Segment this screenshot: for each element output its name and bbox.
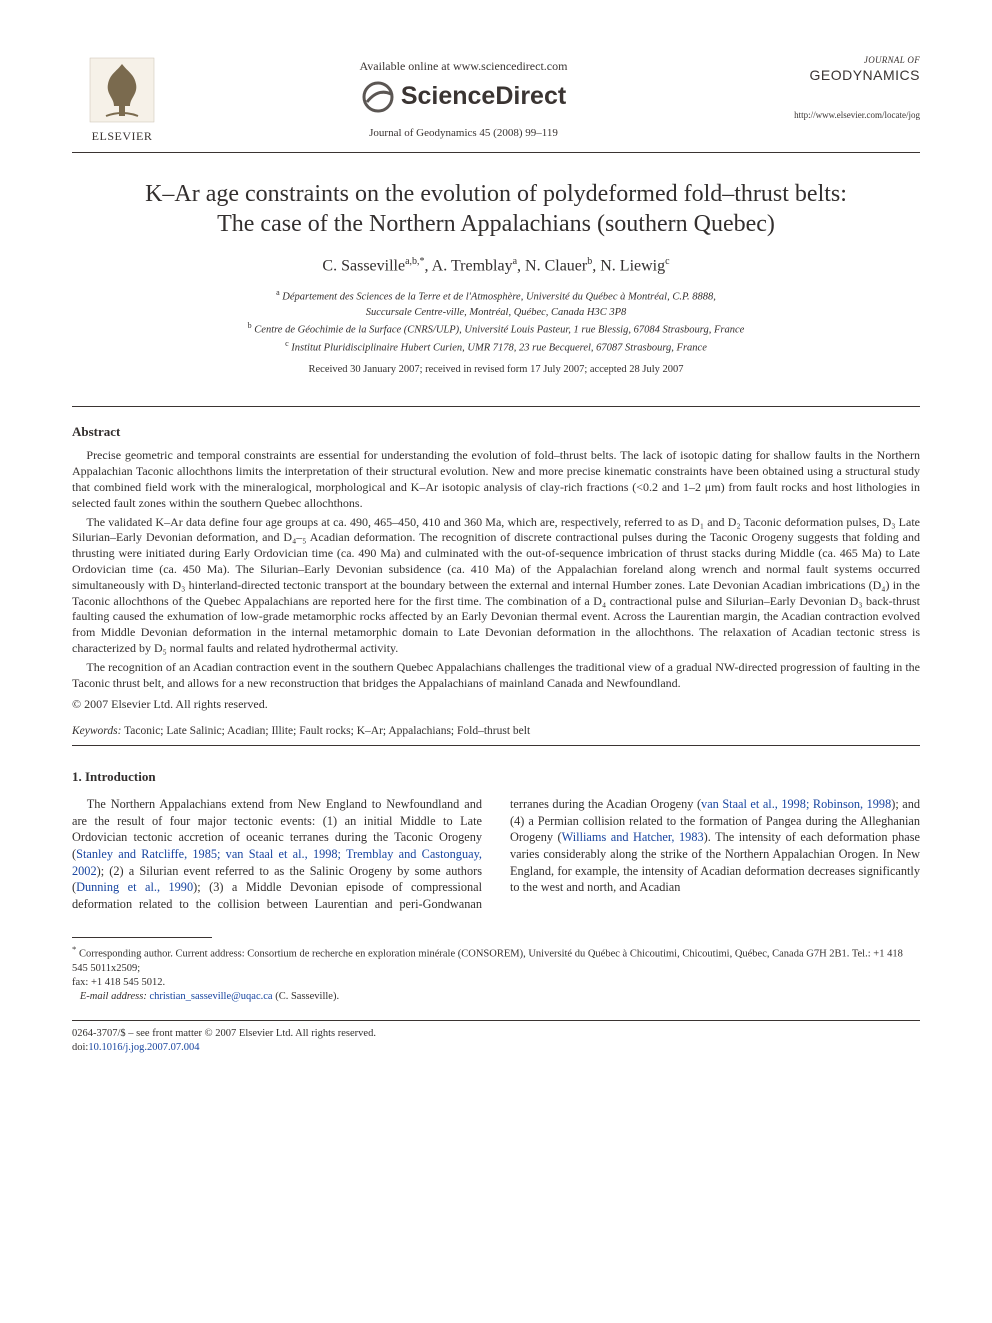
available-online-text: Available online at www.sciencedirect.co…: [172, 58, 755, 74]
title-line-1: K–Ar age constraints on the evolution of…: [145, 181, 847, 207]
footer: 0264-3707/$ – see front matter © 2007 El…: [72, 1027, 920, 1055]
abstract-p1: Precise geometric and temporal constrain…: [72, 448, 920, 511]
intro-link-4[interactable]: van Staal et al., 1998; Robinson, 1998: [701, 797, 891, 811]
journal-of-label: JOURNAL OF: [755, 54, 920, 66]
corr-email-line: E-mail address: christian_sasseville@uqa…: [72, 990, 920, 1004]
issn-line: 0264-3707/$ – see front matter © 2007 El…: [72, 1027, 920, 1041]
sciencedirect-wordmark: ScienceDirect: [401, 80, 566, 114]
sciencedirect-swoosh-icon: [361, 80, 395, 114]
corr-text: Corresponding author. Current address: C…: [72, 948, 903, 973]
author-3: N. Clauer: [525, 258, 587, 275]
page-header: ELSEVIER Available online at www.science…: [72, 54, 920, 144]
publisher-label: ELSEVIER: [72, 128, 172, 144]
title-line-2: The case of the Northern Appalachians (s…: [217, 211, 775, 237]
abstract-p2: The validated K–Ar data define four age …: [72, 515, 920, 657]
intro-link-5[interactable]: Williams and Hatcher, 1983: [562, 830, 704, 844]
abstract-heading: Abstract: [72, 423, 920, 441]
doi-line: doi:10.1016/j.jog.2007.07.004: [72, 1041, 920, 1055]
publisher-logo-block: ELSEVIER: [72, 54, 172, 144]
abstract-bottom-rule: [72, 745, 920, 746]
authors-line: C. Sassevillea,b,*, A. Tremblaya, N. Cla…: [72, 255, 920, 277]
journal-reference: Journal of Geodynamics 45 (2008) 99–119: [172, 126, 755, 141]
elsevier-tree-icon: [86, 54, 158, 126]
keywords-line: Keywords: Taconic; Late Salinic; Acadian…: [72, 724, 920, 740]
keywords-label: Keywords:: [72, 725, 121, 737]
email-label: E-mail address:: [80, 991, 147, 1002]
footer-rule: [72, 1020, 920, 1021]
affil-c: Institut Pluridisciplinaire Hubert Curie…: [291, 342, 707, 353]
doi-label: doi:: [72, 1042, 88, 1053]
abstract-top-rule: [72, 406, 920, 407]
corr-email-who: (C. Sasseville).: [275, 991, 339, 1002]
keywords-text: Taconic; Late Salinic; Acadian; Illite; …: [124, 725, 530, 737]
journal-branding: JOURNAL OF GEODYNAMICS http://www.elsevi…: [755, 54, 920, 121]
header-rule: [72, 152, 920, 153]
author-4: N. Liewig: [600, 258, 665, 275]
intro-link-3[interactable]: Dunning et al., 1990: [76, 880, 193, 894]
author-2: A. Tremblay: [432, 258, 513, 275]
author-3-affil: b: [587, 256, 592, 267]
affil-a-cont: Succursale Centre-ville, Montréal, Québe…: [366, 307, 627, 318]
footnote-rule: [72, 937, 212, 938]
journal-name: GEODYNAMICS: [755, 66, 920, 85]
abstract-p3: The recognition of an Acadian contractio…: [72, 660, 920, 692]
center-header: Available online at www.sciencedirect.co…: [172, 54, 755, 141]
author-1: C. Sasseville: [322, 258, 405, 275]
author-4-affil: c: [665, 256, 669, 267]
section-1-heading: 1. Introduction: [72, 768, 920, 786]
footnotes: * Corresponding author. Current address:…: [72, 944, 920, 1004]
corr-fax: fax: +1 418 545 5012.: [72, 976, 920, 990]
affil-b: Centre de Géochimie de la Surface (CNRS/…: [254, 325, 744, 336]
author-2-affil: a: [513, 256, 517, 267]
article-title: K–Ar age constraints on the evolution of…: [72, 179, 920, 239]
affil-a: Département des Sciences de la Terre et …: [282, 292, 716, 303]
journal-url: http://www.elsevier.com/locate/jog: [755, 109, 920, 121]
copyright-line: © 2007 Elsevier Ltd. All rights reserved…: [72, 696, 920, 712]
article-dates: Received 30 January 2007; received in re…: [72, 363, 920, 377]
corresponding-author-note: * Corresponding author. Current address:…: [72, 944, 920, 976]
abstract-body: Precise geometric and temporal constrain…: [72, 448, 920, 691]
intro-columns: The Northern Appalachians extend from Ne…: [72, 796, 920, 913]
sciencedirect-logo: ScienceDirect: [172, 80, 755, 114]
author-1-affil: a,b,*: [405, 256, 424, 267]
doi-link[interactable]: 10.1016/j.jog.2007.07.004: [88, 1042, 199, 1053]
intro-link-1[interactable]: Stanley and: [76, 847, 136, 861]
corr-email[interactable]: christian_sasseville@uqac.ca: [149, 991, 272, 1002]
affiliations: a Département des Sciences de la Terre e…: [72, 287, 920, 355]
intro-paragraph: The Northern Appalachians extend from Ne…: [72, 796, 920, 913]
